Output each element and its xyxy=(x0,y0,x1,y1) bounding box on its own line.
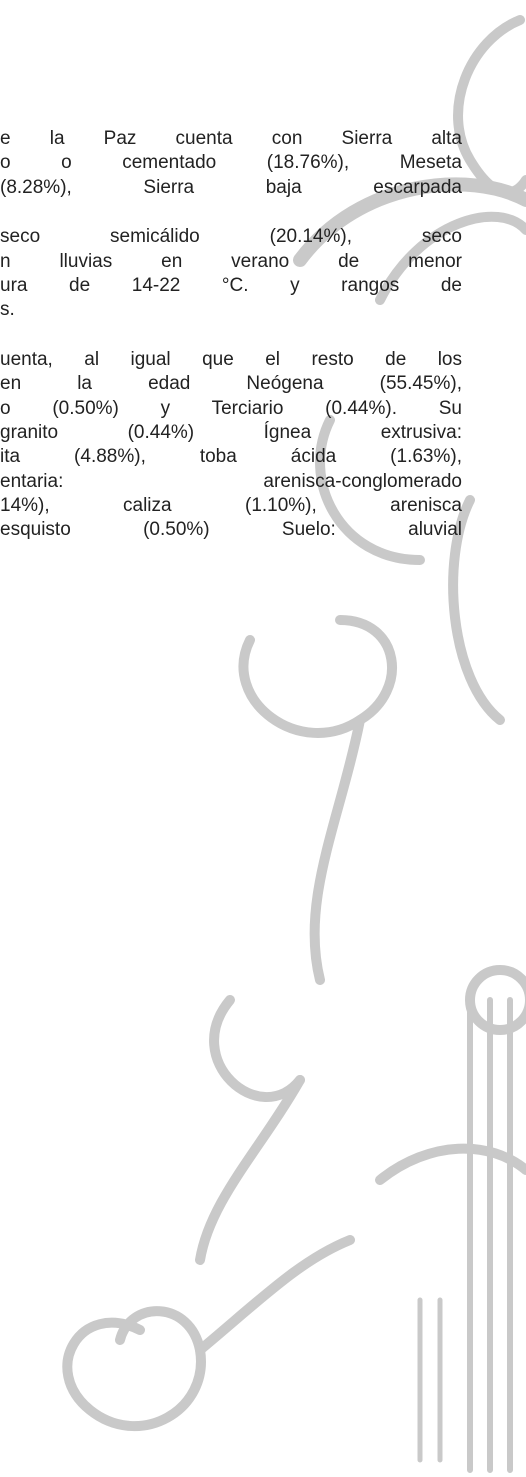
text-line: uenta, al igual que el resto de los xyxy=(0,348,462,372)
text-line: ura de 14-22 °C. y rangos de xyxy=(0,274,462,298)
text-line: ita (4.88%), toba ácida (1.63%), xyxy=(0,445,462,469)
text-line: 14%), caliza (1.10%), arenisca xyxy=(0,494,462,518)
text-line: o (0.50%) y Terciario (0.44%). Su xyxy=(0,397,462,421)
text-line: e la Paz cuenta con Sierra alta xyxy=(0,127,462,151)
text-line: o o cementado (18.76%), Meseta xyxy=(0,151,462,175)
text-line: entaria: arenisca-conglomerado xyxy=(0,470,462,494)
text-line: granito (0.44%) Ígnea extrusiva: xyxy=(0,421,462,445)
text-line: (8.28%), Sierra baja escarpada xyxy=(0,176,462,200)
text-line: esquisto (0.50%) Suelo: aluvial xyxy=(0,518,462,542)
page: e la Paz cuenta con Sierra altao o cemen… xyxy=(0,0,526,1477)
text-line: s. xyxy=(0,298,462,322)
text-line: en la edad Neógena (55.45%), xyxy=(0,372,462,396)
text-line: n lluvias en verano de menor xyxy=(0,250,462,274)
text-line: seco semicálido (20.14%), seco xyxy=(0,225,462,249)
